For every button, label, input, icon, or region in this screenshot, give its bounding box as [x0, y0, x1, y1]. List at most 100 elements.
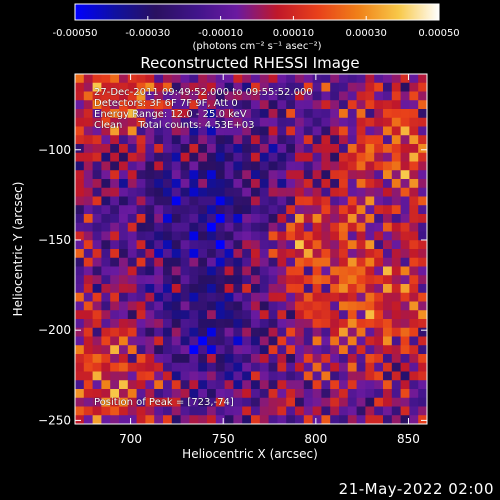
heatmap-cell [347, 336, 357, 346]
heatmap-cell [127, 170, 137, 180]
heatmap-cell [383, 389, 393, 399]
heatmap-cell [198, 240, 208, 250]
heatmap-cell [259, 126, 269, 136]
heatmap-cell [330, 222, 340, 232]
heatmap-cell [207, 179, 217, 189]
heatmap-cell [189, 231, 199, 241]
heatmap-cell [101, 161, 111, 171]
heatmap-cell [136, 301, 146, 311]
heatmap-cell [136, 389, 146, 399]
heatmap-cell [383, 354, 393, 364]
heatmap-cell [189, 249, 199, 259]
heatmap-cell [224, 74, 234, 84]
heatmap-cell [189, 205, 199, 215]
heatmap-cell [180, 170, 190, 180]
heatmap-cell [136, 380, 146, 390]
heatmap-cell [365, 74, 375, 84]
heatmap-cell [365, 380, 375, 390]
heatmap-cell [400, 292, 410, 302]
heatmap-cell [286, 117, 296, 127]
heatmap-cell [374, 170, 384, 180]
heatmap-cell [242, 336, 252, 346]
heatmap-cell [268, 135, 278, 145]
heatmap-cell [207, 345, 217, 355]
heatmap-cell [418, 152, 428, 162]
heatmap-cell [110, 214, 120, 224]
heatmap-cell [189, 74, 199, 84]
heatmap-cell [383, 292, 393, 302]
heatmap-cell [295, 152, 305, 162]
heatmap-cell [312, 161, 322, 171]
heatmap-cell [75, 389, 85, 399]
heatmap-cell [356, 126, 366, 136]
heatmap-cell [171, 187, 181, 197]
heatmap-cell [171, 336, 181, 346]
heatmap-cell [92, 327, 102, 337]
heatmap-cell [233, 152, 243, 162]
heatmap-cell [400, 397, 410, 407]
heatmap-cell [365, 222, 375, 232]
heatmap-cell [356, 362, 366, 372]
heatmap-cell [259, 196, 269, 206]
heatmap-cell [295, 415, 305, 425]
heatmap-cell [303, 161, 313, 171]
heatmap-cell [286, 231, 296, 241]
heatmap-cell [303, 336, 313, 346]
heatmap-cell [145, 310, 155, 320]
heatmap-cell [224, 231, 234, 241]
heatmap-cell [321, 257, 331, 267]
heatmap-cell [365, 135, 375, 145]
heatmap-cell [145, 161, 155, 171]
heatmap-cell [136, 240, 146, 250]
heatmap-cell [277, 354, 287, 364]
heatmap-cell [409, 214, 419, 224]
heatmap-cell [233, 170, 243, 180]
heatmap-cell [198, 397, 208, 407]
heatmap-cell [127, 231, 137, 241]
heatmap-cell [356, 82, 366, 92]
heatmap-cell [224, 327, 234, 337]
heatmap-cell [92, 196, 102, 206]
heatmap-cell [418, 397, 428, 407]
heatmap-cell [268, 406, 278, 416]
heatmap-cell [75, 345, 85, 355]
heatmap-cell [163, 74, 173, 84]
heatmap-cell [242, 249, 252, 259]
heatmap-cell [75, 266, 85, 276]
heatmap-cell [101, 126, 111, 136]
heatmap-cell [110, 74, 120, 84]
heatmap-cell [154, 301, 164, 311]
heatmap-cell [418, 362, 428, 372]
heatmap-cell [163, 380, 173, 390]
heatmap-cell [242, 371, 252, 381]
heatmap-cell [215, 161, 225, 171]
heatmap-cell [171, 74, 181, 84]
heatmap-cell [391, 292, 401, 302]
heatmap-cell [339, 100, 349, 110]
x-tick-label: 850 [397, 432, 420, 446]
heatmap-cell [312, 275, 322, 285]
heatmap-cell [75, 362, 85, 372]
x-axis-label: Heliocentric X (arcsec) [182, 447, 318, 461]
heatmap-cell [400, 380, 410, 390]
heatmap-cell [259, 222, 269, 232]
heatmap-cell [207, 310, 217, 320]
heatmap-cell [163, 345, 173, 355]
heatmap-cell [189, 196, 199, 206]
heatmap-cell [391, 109, 401, 119]
heatmap-cell [110, 117, 120, 127]
heatmap-cell [75, 196, 85, 206]
heatmap-cell [268, 144, 278, 154]
heatmap-cell [180, 135, 190, 145]
heatmap-cell [259, 161, 269, 171]
heatmap-cell [383, 415, 393, 425]
heatmap-cell [409, 362, 419, 372]
heatmap-cell [110, 161, 120, 171]
heatmap-cell [163, 117, 173, 127]
heatmap-cell [242, 301, 252, 311]
heatmap-cell [119, 406, 129, 416]
heatmap-cell [330, 354, 340, 364]
heatmap-cell [374, 284, 384, 294]
colorbar-tick-label: -0.00010 [198, 28, 243, 39]
heatmap-cell [374, 144, 384, 154]
